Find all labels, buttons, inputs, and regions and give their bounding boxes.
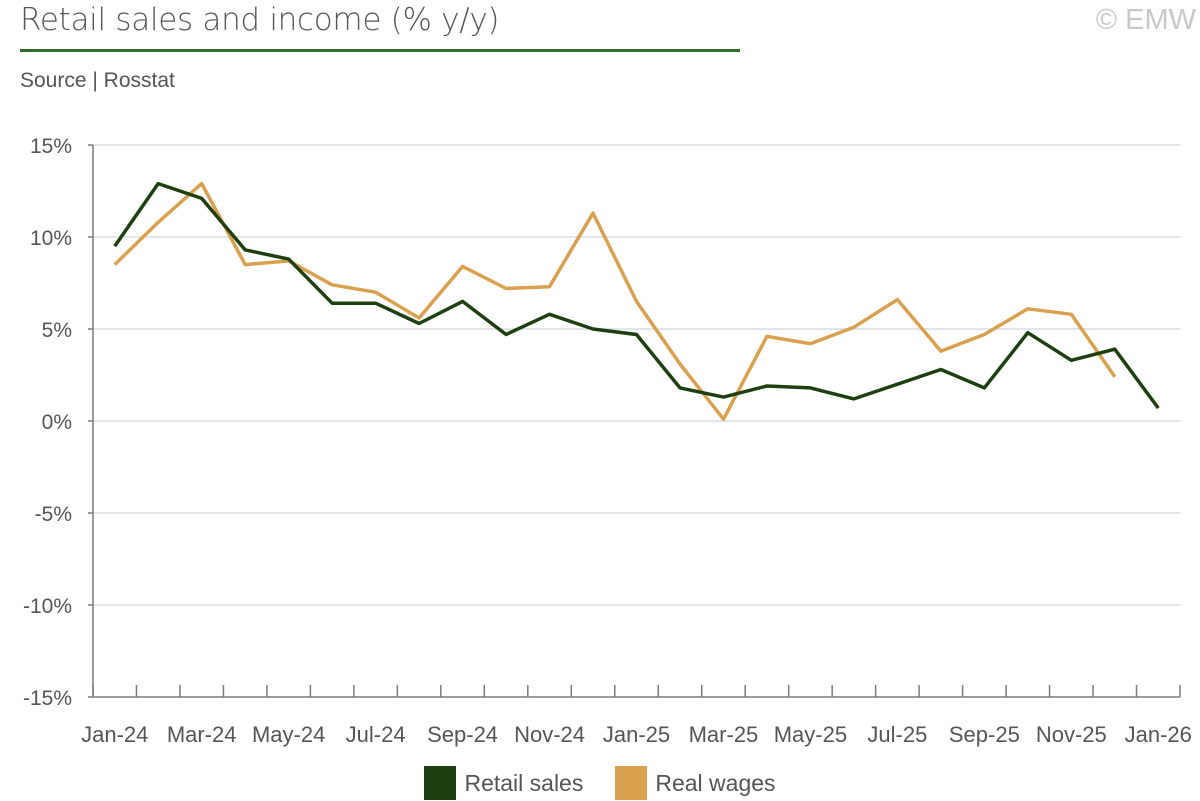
legend-label-real-wages: Real wages [655,769,776,796]
x-tick-label: May-24 [252,722,325,747]
legend-item-retail-sales[interactable]: Retail sales [424,766,583,800]
grid-lines [93,144,1180,606]
x-tick-label: Nov-24 [514,722,585,747]
tick-labels: 15% 10% 5% 0% -5% -10% -15% Jan-24 Mar-24 May-24 J… [23,135,1192,747]
legend-swatch-real-wages [615,766,648,800]
y-tick-label: 10% [30,227,72,250]
y-tick-label: -10% [23,595,72,618]
x-tick-label: May-25 [774,722,847,747]
title-underline [20,49,740,52]
series-lines [113,181,1160,421]
copyright-notice: © EMW [1095,4,1196,36]
chart-title: Retail sales and income (% y/y) [20,2,500,38]
legend-item-real-wages[interactable]: Real wages [615,766,776,800]
x-tick-label: Jul-25 [867,722,927,747]
y-tick-label: 15% [30,135,72,158]
x-tick-label: Jan-24 [81,722,148,747]
y-tick-label: -15% [23,687,72,710]
x-tick-label: Jan-26 [1125,722,1192,747]
x-tick-label: Mar-24 [167,722,237,747]
x-tick-label: Jul-24 [346,722,406,747]
line-chart: 15% 10% 5% 0% -5% -10% -15% Jan-24 Mar-24 May-24 J… [23,135,1192,747]
legend: Retail sales Real wages [0,765,1200,801]
chart-subtitle: Source | Rosstat [20,69,175,92]
x-tick-label: Jan-25 [603,722,670,747]
series-line-real-wages [113,181,1117,421]
x-tick-label: Sep-25 [949,722,1020,747]
y-tick-label: -5% [35,503,72,526]
legend-label-retail-sales: Retail sales [464,769,584,796]
legend-swatch-retail-sales [424,766,457,800]
y-tick-label: 5% [42,319,72,342]
x-tick-label: Sep-24 [427,722,498,747]
series-line-retail-sales [113,181,1160,410]
x-tick-label: Nov-25 [1036,722,1107,747]
axes [88,144,1181,698]
y-tick-label: 0% [42,411,72,434]
x-tick-label: Mar-25 [689,722,759,747]
